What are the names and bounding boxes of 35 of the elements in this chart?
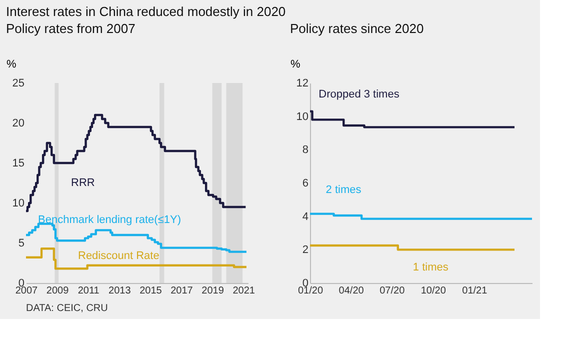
x-tick-label: 01/20 [298,286,324,296]
y-tick-label: 10 [12,198,24,210]
x-tick-label: 04/20 [338,286,364,296]
x-tick-label: 2015 [140,286,162,296]
x-tick-label: 2019 [202,286,224,296]
series-label: Rediscount Rate [78,250,160,262]
y-tick-label: 15 [12,158,24,170]
x-tick-label: 01/21 [462,286,488,296]
annotation: 1 times [412,262,449,274]
chart-title: Policy rates since 2020 [290,21,424,36]
x-tick-label: 2011 [78,286,100,296]
x-tick-label: 2013 [108,286,132,296]
y-tick-label: 10 [296,110,308,123]
y-tick-label: 5 [18,238,24,250]
annotation: Dropped 3 times [318,88,400,100]
chart-title: Policy rates from 2007 [6,21,136,36]
y-tick-label: 2 [302,244,308,256]
annotation: 2 times [326,184,362,196]
x-tick-label: 2021 [232,286,256,296]
y-tick-label: 25 [12,78,24,90]
y-tick-label: 8 [302,144,308,156]
y-tick-label: 6 [302,178,308,190]
series-label: RRR [71,177,95,189]
y-tick-label: 20 [12,118,24,130]
y-axis-title: % [290,58,300,70]
y-tick-label: 12 [296,78,308,90]
x-tick-label: 2017 [170,286,194,296]
text: Interest rates in China reduced modestly in 2020 [6,4,286,19]
x-tick-label: 07/20 [380,286,406,296]
y-axis-title: % [6,58,16,70]
series-label: Benchmark lending rate(≤1Y) [38,214,181,226]
text: DATA: CEIC, CRU [26,303,108,314]
y-tick-label: 4 [302,210,308,223]
x-tick-label: 2009 [46,286,70,296]
x-tick-label: 10/20 [420,286,446,296]
